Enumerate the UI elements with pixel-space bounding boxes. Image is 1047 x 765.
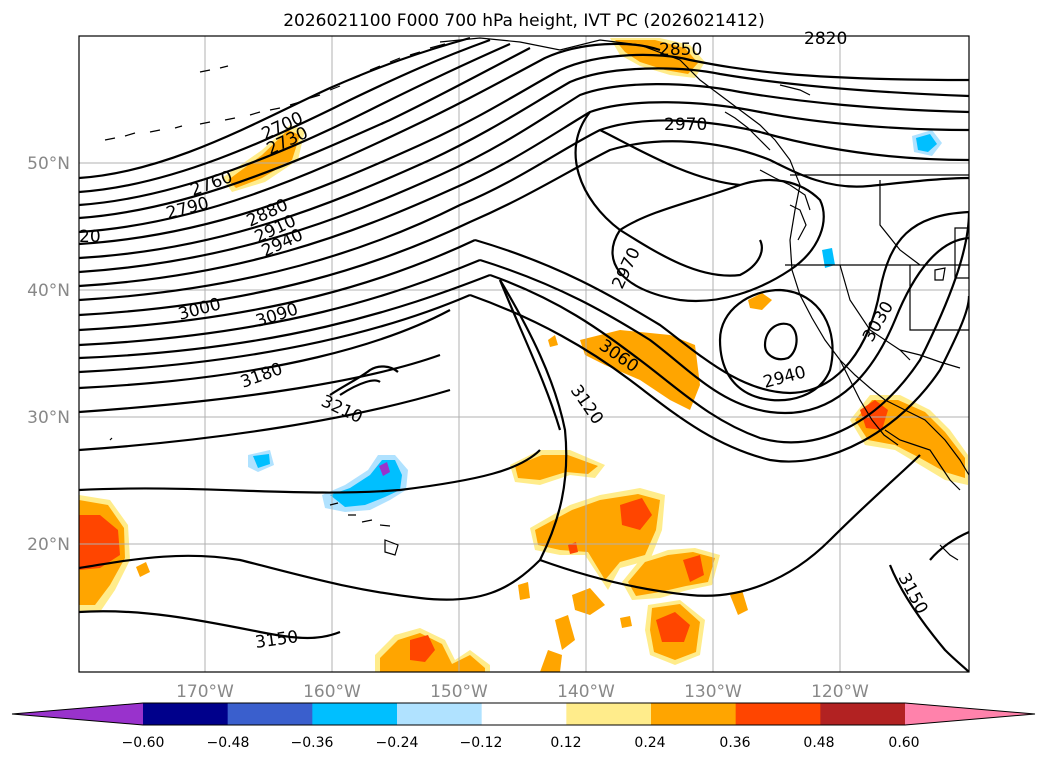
height-contours — [79, 36, 969, 672]
lat-label: 40°N — [27, 281, 70, 301]
contour-label: 2970 — [664, 115, 707, 135]
colorbar-swatch — [227, 703, 313, 725]
colorbar-extend-high — [905, 703, 1035, 725]
lon-label: 140°W — [557, 682, 615, 702]
longitude-labels: 170°W 160°W 150°W 140°W 130°W 120°W — [176, 682, 869, 702]
lon-label: 150°W — [430, 682, 488, 702]
colorbar-tick: 0.36 — [719, 735, 750, 751]
contour-label: 2850 — [659, 40, 702, 60]
colorbar-tick: 0.48 — [803, 735, 834, 751]
colorbar-swatch — [481, 703, 567, 725]
colorbar-tick: 0.60 — [888, 735, 919, 751]
colorbar-outline — [11, 702, 1036, 726]
colorbar-tick: 0.24 — [634, 735, 665, 751]
colorbar-swatch — [397, 703, 483, 725]
colorbar-tick: −0.60 — [122, 735, 165, 751]
colorbar-extend-low — [12, 703, 143, 725]
contour-label: 2820 — [804, 29, 847, 49]
map-frame — [78, 35, 970, 673]
colorbar-tick: −0.36 — [291, 735, 334, 751]
colorbar-tick: −0.12 — [460, 735, 503, 751]
lat-label: 30°N — [27, 408, 70, 428]
contour-label: 20 — [79, 227, 101, 247]
colorbar-tick: −0.48 — [207, 735, 250, 751]
colorbar-swatch — [735, 703, 821, 725]
lon-label: 170°W — [176, 682, 234, 702]
colorbar-tick-labels: −0.60 −0.48 −0.36 −0.24 −0.12 0.12 0.24 … — [122, 735, 920, 751]
lon-label: 120°W — [811, 682, 869, 702]
colorbar-swatch — [566, 703, 652, 725]
lat-label: 50°N — [27, 154, 70, 174]
colorbar: −0.60 −0.48 −0.36 −0.24 −0.12 0.12 0.24 … — [11, 702, 1036, 751]
lon-label: 160°W — [303, 682, 361, 702]
colorbar-swatches — [12, 703, 1035, 725]
colorbar-swatch — [651, 703, 737, 725]
colorbar-swatch — [143, 703, 229, 725]
colorbar-swatch — [820, 703, 906, 725]
map-panel: 2850 2820 2970 2700 2730 2760 2790 2880 … — [78, 29, 970, 673]
colorbar-tick: 0.12 — [550, 735, 581, 751]
lat-label: 20°N — [27, 535, 70, 555]
colorbar-tick: −0.24 — [376, 735, 419, 751]
lon-label: 130°W — [684, 682, 742, 702]
colorbar-swatch — [312, 703, 398, 725]
latitude-labels: 50°N 40°N 30°N 20°N — [27, 154, 70, 555]
figure-title: 2026021100 F000 700 hPa height, IVT PC (… — [283, 11, 765, 31]
